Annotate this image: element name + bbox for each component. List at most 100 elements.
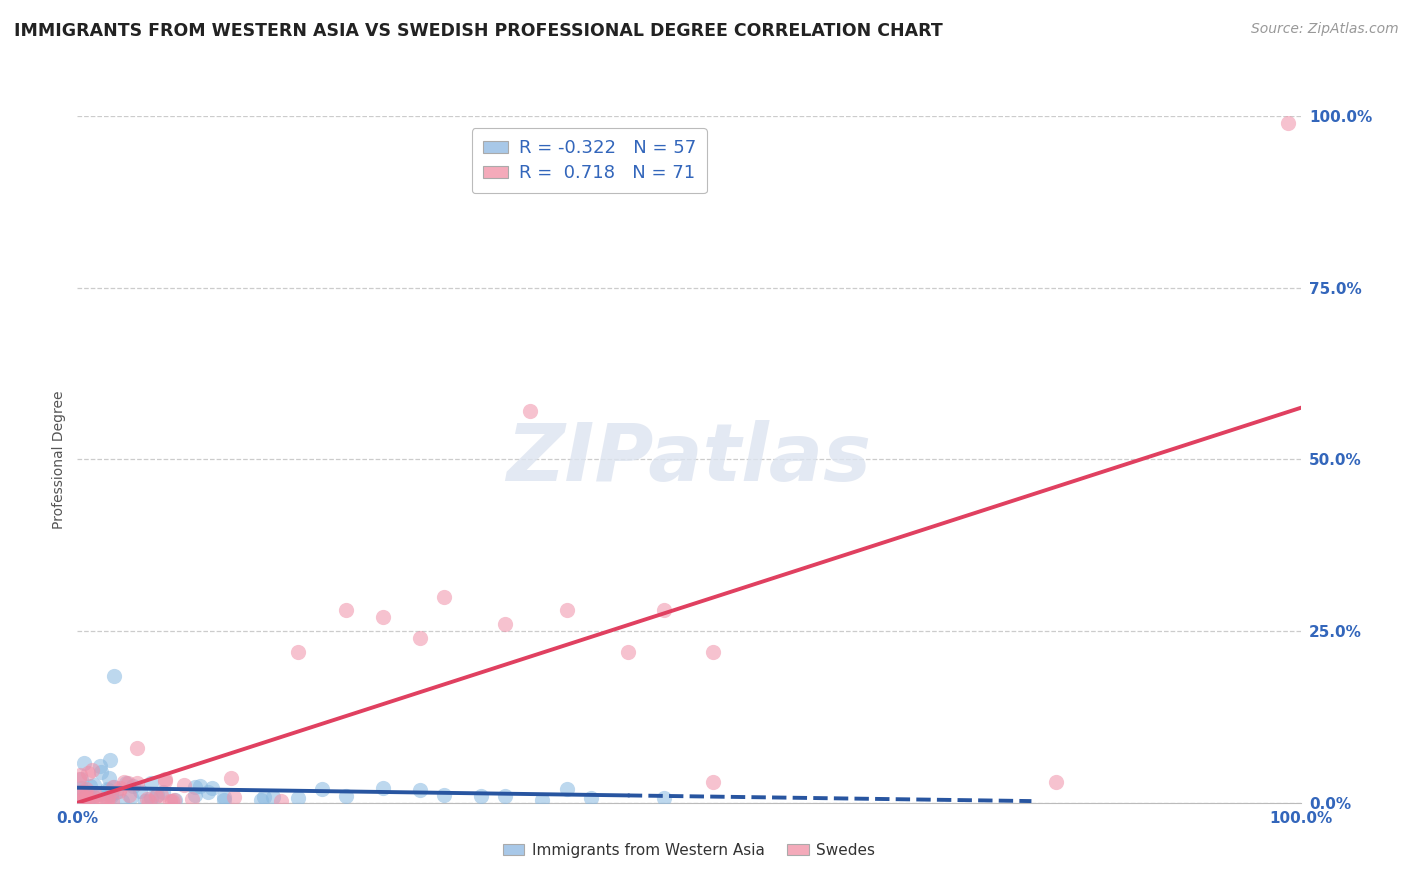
Point [165, 793, 187, 807]
Point [98, 771, 121, 785]
Point [139, 791, 162, 805]
Point [519, 404, 541, 418]
Point [118, 789, 141, 803]
Point [76, 765, 98, 780]
Point [89, 787, 111, 801]
Point [97, 790, 120, 805]
Y-axis label: Professional Degree: Professional Degree [52, 390, 66, 529]
Point [287, 645, 309, 659]
Point [371, 781, 394, 796]
Point [67, 794, 90, 808]
Point [101, 780, 124, 795]
Point [134, 794, 156, 808]
Point [250, 793, 273, 807]
Point [94, 789, 117, 804]
Point [117, 776, 139, 790]
Point [212, 790, 235, 805]
Point [100, 794, 122, 808]
Point [1277, 116, 1299, 130]
Point [433, 789, 456, 803]
Point [335, 789, 357, 804]
Point [1045, 775, 1067, 789]
Point [69, 786, 91, 800]
Point [579, 791, 602, 805]
Point [98, 753, 121, 767]
Point [135, 792, 157, 806]
Point [201, 781, 224, 796]
Legend: Immigrants from Western Asia, Swedes: Immigrants from Western Asia, Swedes [496, 837, 882, 863]
Point [153, 772, 176, 786]
Point [287, 791, 309, 805]
Point [112, 775, 135, 789]
Point [69, 768, 91, 782]
Point [409, 631, 432, 645]
Point [183, 780, 205, 794]
Point [90, 792, 112, 806]
Point [150, 788, 173, 802]
Point [159, 794, 181, 808]
Point [77, 791, 100, 805]
Point [531, 793, 554, 807]
Point [555, 782, 578, 797]
Point [470, 789, 492, 803]
Point [654, 603, 676, 617]
Point [100, 787, 122, 801]
Point [100, 789, 122, 803]
Point [181, 792, 204, 806]
Point [152, 785, 174, 799]
Point [555, 603, 578, 617]
Point [89, 758, 111, 772]
Point [69, 792, 91, 806]
Text: Source: ZipAtlas.com: Source: ZipAtlas.com [1251, 22, 1399, 37]
Point [84, 791, 107, 805]
Point [82, 789, 104, 803]
Point [129, 784, 152, 798]
Point [70, 781, 93, 796]
Point [270, 794, 292, 808]
Point [111, 794, 134, 808]
Point [188, 779, 211, 793]
Point [160, 794, 183, 808]
Point [145, 789, 167, 804]
Text: IMMIGRANTS FROM WESTERN ASIA VS SWEDISH PROFESSIONAL DEGREE CORRELATION CHART: IMMIGRANTS FROM WESTERN ASIA VS SWEDISH … [14, 22, 943, 40]
Point [311, 782, 333, 797]
Point [173, 778, 195, 792]
Point [97, 783, 120, 797]
Point [409, 783, 432, 797]
Point [70, 772, 93, 786]
Point [67, 772, 90, 787]
Point [184, 788, 207, 802]
Point [702, 775, 724, 789]
Point [654, 791, 676, 805]
Point [702, 645, 724, 659]
Point [495, 789, 517, 804]
Point [96, 782, 118, 797]
Point [115, 776, 138, 790]
Point [96, 792, 118, 806]
Point [90, 765, 112, 780]
Point [138, 794, 160, 808]
Point [222, 790, 245, 805]
Point [197, 785, 219, 799]
Point [105, 785, 128, 799]
Point [433, 590, 456, 604]
Point [335, 603, 357, 617]
Point [83, 778, 105, 792]
Point [77, 788, 100, 802]
Point [110, 781, 132, 796]
Point [146, 788, 169, 802]
Point [141, 776, 163, 790]
Point [120, 789, 142, 804]
Point [70, 786, 93, 800]
Point [103, 780, 125, 795]
Point [617, 645, 640, 659]
Point [80, 764, 103, 778]
Point [221, 772, 243, 786]
Point [125, 740, 148, 755]
Point [212, 793, 235, 807]
Point [76, 790, 98, 805]
Point [73, 784, 96, 798]
Point [75, 791, 97, 805]
Point [73, 756, 96, 770]
Point [371, 610, 394, 624]
